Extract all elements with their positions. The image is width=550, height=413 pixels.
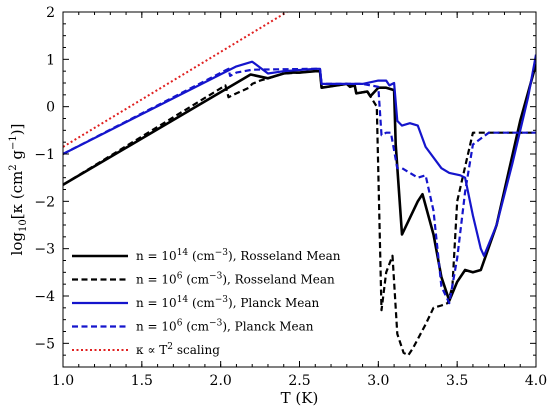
y-tick-label: −3 xyxy=(34,242,55,258)
y-axis-label-mid2: g xyxy=(8,150,26,165)
ticks-layer: 1.0 1.5 2.0 2.5 3.0 3.5 4.0 −5 −4 −3 −2 −1 0 1 2 xyxy=(34,5,547,389)
x-tick-label: 4.0 xyxy=(525,373,547,389)
y-tick-label: 2 xyxy=(46,5,55,21)
y-tick-label: −2 xyxy=(34,194,55,210)
y-axis-label-sub: 10 xyxy=(18,219,29,232)
y-tick-label: −1 xyxy=(34,147,55,163)
series-line-1 xyxy=(63,70,536,357)
y-axis-label-sup1: 2 xyxy=(8,164,19,170)
legend-label: n = 1014 (cm−3), Planck Mean xyxy=(136,295,319,310)
legend-label: n = 1014 (cm−3), Rosseland Mean xyxy=(136,248,341,263)
legend-label: κ ∝ T2 scaling xyxy=(136,342,220,357)
x-tick-label: 1.0 xyxy=(52,373,74,389)
legend: n = 1014 (cm−3), Rosseland Mean n = 106 (… xyxy=(72,248,341,357)
y-axis-label-sup2: −1 xyxy=(8,135,19,150)
y-tick-label: 0 xyxy=(46,100,55,116)
y-axis-label: log10[κ (cm2 g−1)] xyxy=(8,124,29,256)
x-tick-label: 2.0 xyxy=(210,373,232,389)
plot-area xyxy=(63,12,536,367)
y-axis-label-mid: [κ (cm xyxy=(8,171,26,219)
series-line-3 xyxy=(63,67,536,305)
y-axis-label-end: )] xyxy=(8,124,26,136)
x-axis-label: T (K) xyxy=(281,389,319,407)
y-axis-label-log: log xyxy=(8,232,26,256)
y-tick-label: 1 xyxy=(46,52,55,68)
series-layer xyxy=(63,12,536,357)
x-tick-label: 2.5 xyxy=(288,373,310,389)
legend-label: n = 106 (cm−3), Planck Mean xyxy=(136,319,314,334)
y-tick-label: −5 xyxy=(34,336,55,352)
y-tick-label: −4 xyxy=(34,289,55,305)
x-tick-label: 3.0 xyxy=(367,373,389,389)
x-tick-label: 1.5 xyxy=(131,373,153,389)
x-tick-label: 3.5 xyxy=(446,373,468,389)
plot-frame xyxy=(62,11,537,368)
legend-label: n = 106 (cm−3), Rosseland Mean xyxy=(136,272,335,287)
series-line-4 xyxy=(63,12,288,148)
